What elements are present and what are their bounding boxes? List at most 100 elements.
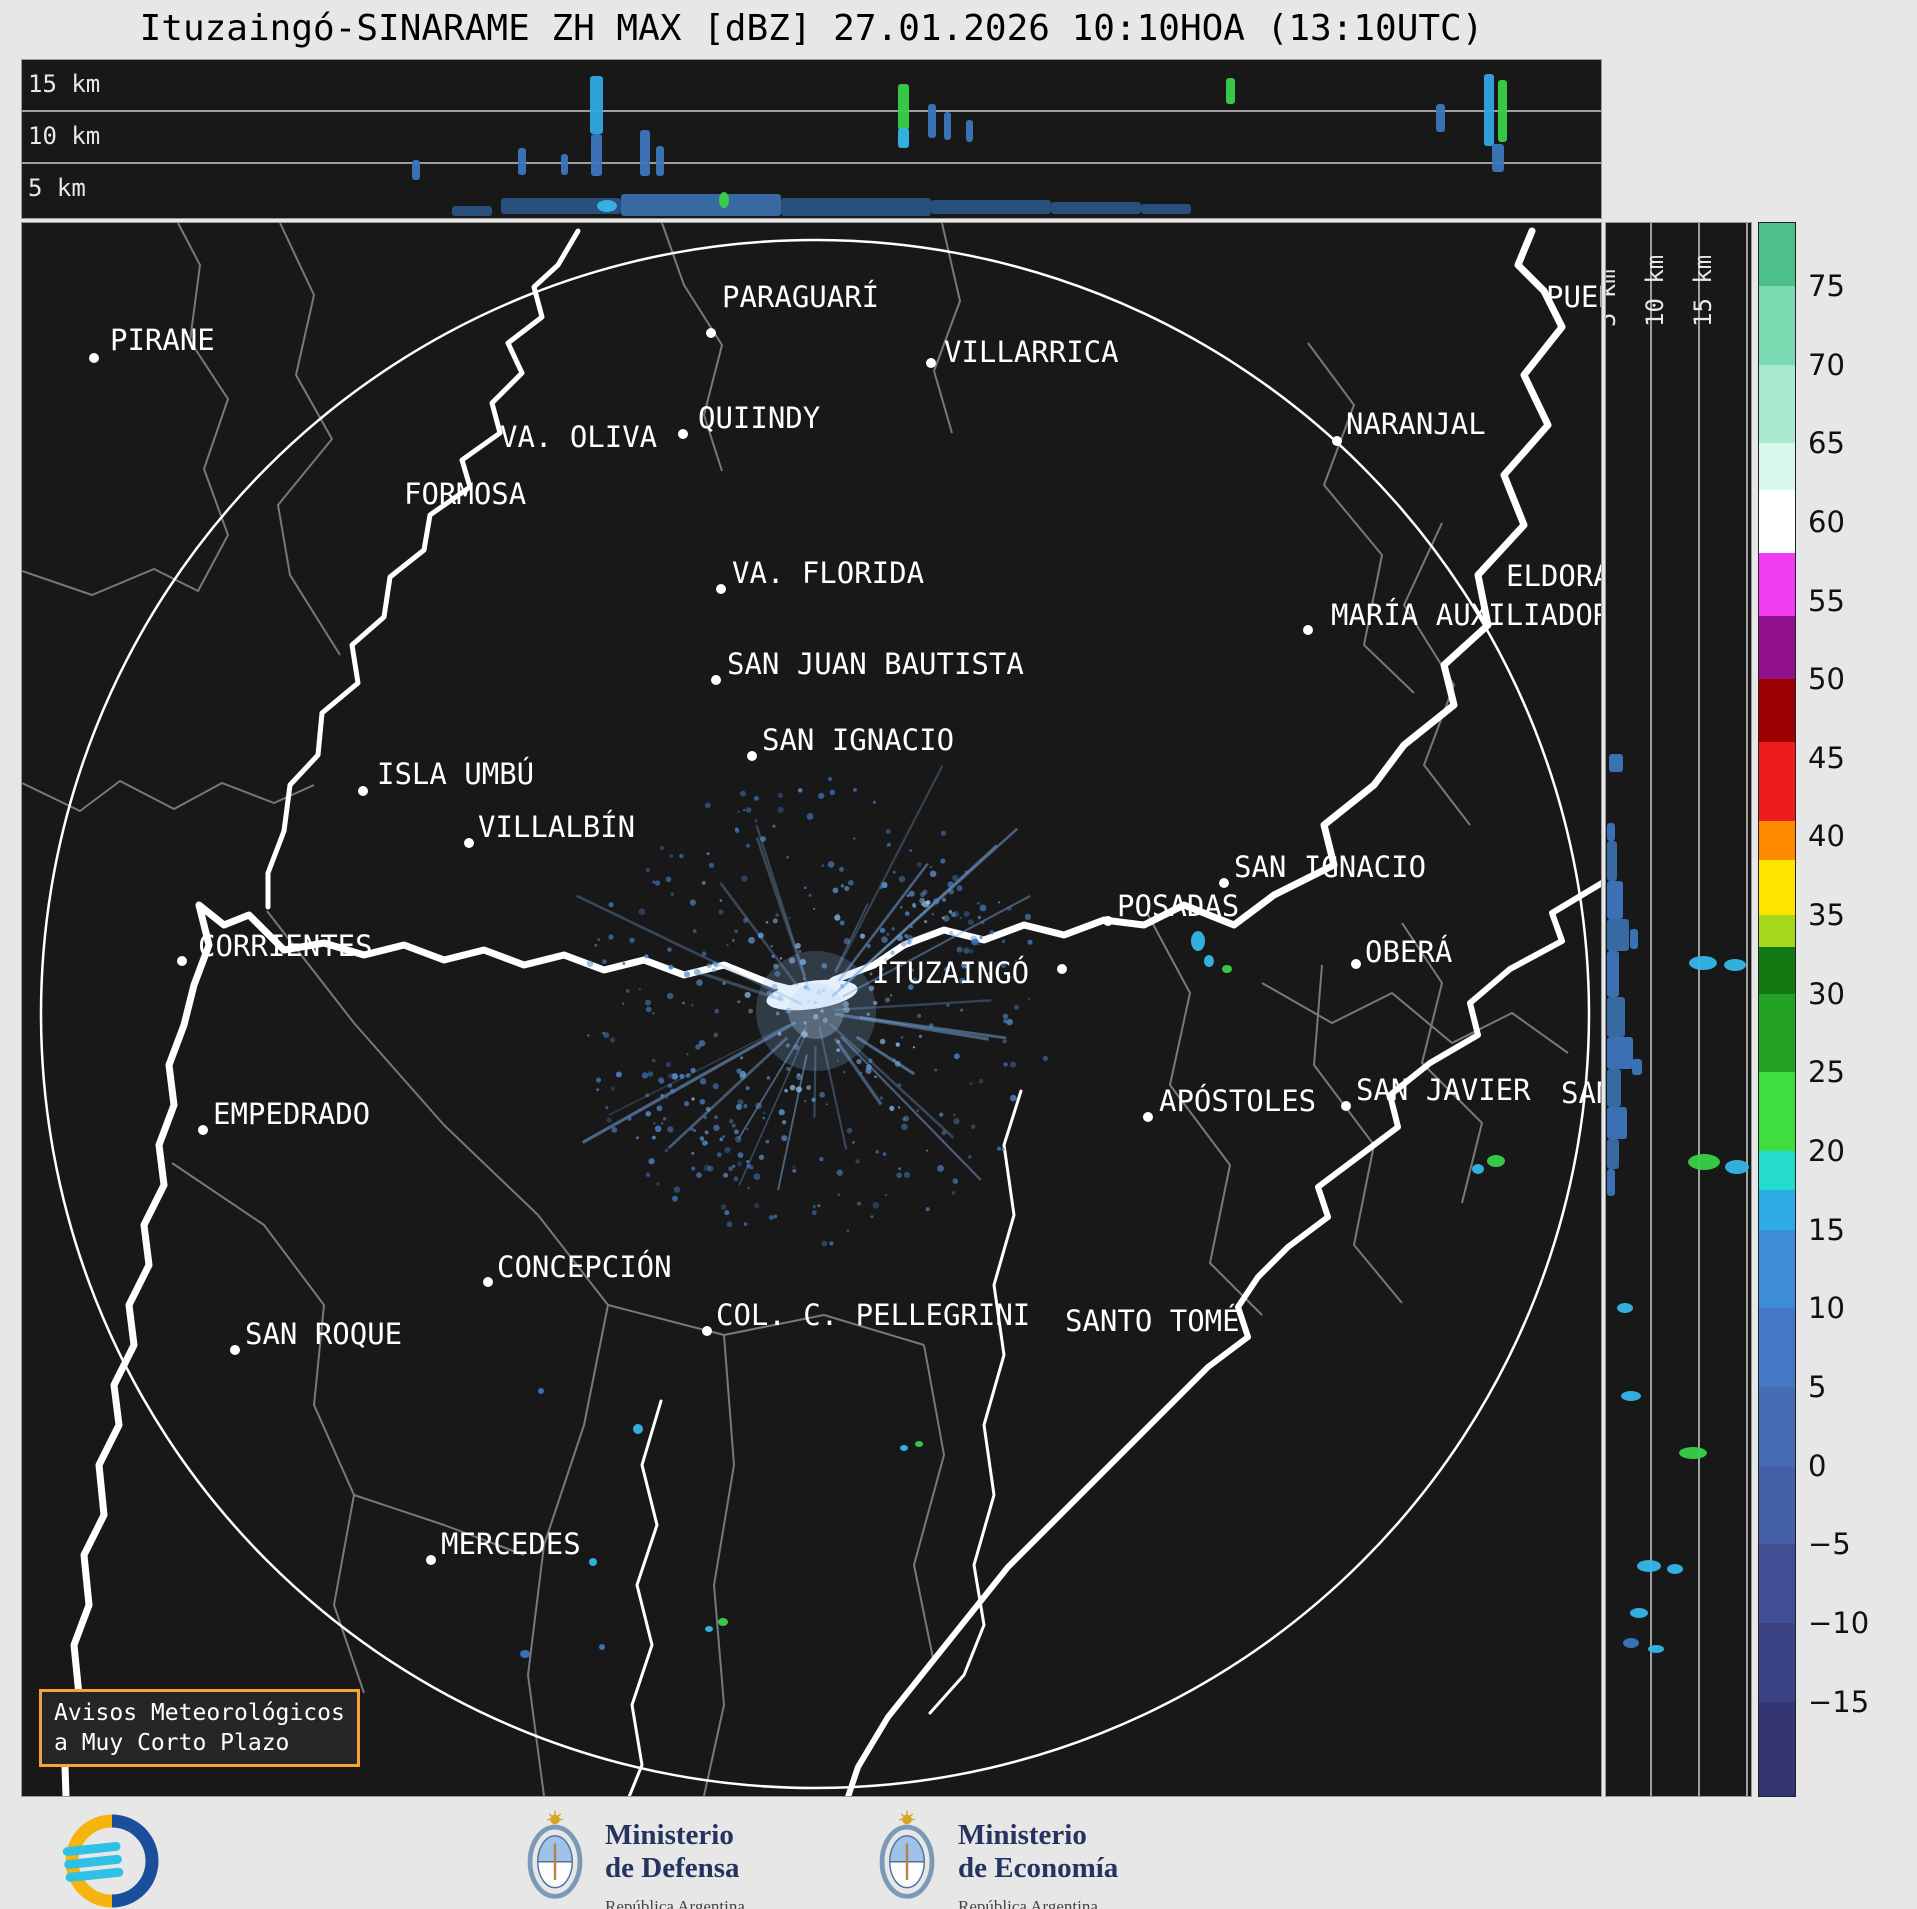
- colorbar-band: [1759, 223, 1795, 286]
- defensa-line-2: de Defensa: [605, 1852, 740, 1884]
- defensa-coat-of-arms: [527, 1810, 583, 1899]
- colorbar-band: [1759, 860, 1795, 916]
- colorbar-band: [1759, 1229, 1795, 1309]
- defensa-wordmark: Ministerio de Defensa República Argentin…: [605, 1819, 745, 1909]
- colorbar-tick: 55: [1808, 583, 1845, 618]
- city-label: VA. FLORIDA: [732, 556, 925, 590]
- economia-line-2: de Economía: [958, 1852, 1119, 1884]
- colorbar-tick: 60: [1808, 504, 1845, 539]
- city-label: NARANJAL: [1346, 407, 1486, 441]
- map-panel: PIRANE PARAGUARÍ VILLARRICA QUIINDY VA. OLIV…: [21, 222, 1602, 1797]
- city-label: MERCEDES: [441, 1527, 581, 1561]
- altitude-label-15km: 15 km: [28, 70, 101, 98]
- side-altitude-label-15km: 15 km: [1689, 254, 1717, 327]
- city-label: ISLA UMBÚ: [377, 757, 535, 791]
- colorbar-tick: 30: [1808, 976, 1845, 1011]
- city-label: SAN JUAN BAUTISTA: [727, 647, 1024, 681]
- river-aguapey: [928, 1089, 1023, 1715]
- colorbar-tick: 35: [1808, 898, 1845, 933]
- top-profile-plot: [22, 74, 1601, 216]
- colorbar-tick: −10: [1808, 1605, 1870, 1640]
- footer: Servicio Meteorológico Nacional Argentin…: [0, 1797, 1917, 1909]
- city-label: POSADAS: [1117, 889, 1240, 923]
- city-label: SAN: [1561, 1076, 1601, 1110]
- colorbar-band: [1759, 1151, 1795, 1191]
- colorbar-band: [1759, 1622, 1795, 1702]
- colorbar-band: [1759, 1308, 1795, 1387]
- side-profile-plot: [1607, 223, 1749, 1796]
- city-label: APÓSTOLES: [1159, 1084, 1317, 1118]
- defensa-line-1: Ministerio: [605, 1819, 734, 1851]
- colorbar-tick: 25: [1808, 1055, 1845, 1090]
- warning-line-1: Avisos Meteorológicos: [54, 1700, 345, 1726]
- scattered-echoes: [520, 931, 1505, 1658]
- colorbar-band: [1759, 1387, 1795, 1466]
- city-label: SANTO TOMÉ: [1065, 1304, 1240, 1338]
- warning-line-2: a Muy Corto Plazo: [54, 1730, 290, 1756]
- city-label: PIRANE: [110, 323, 215, 357]
- city-label: MARÍA AUXILIADORA: [1331, 598, 1602, 632]
- rivers: [60, 227, 1601, 1796]
- city-label: SAN IGNACIO: [1234, 850, 1427, 884]
- city-label: SAN IGNACIO: [762, 723, 955, 757]
- admin-borders: [22, 223, 1569, 1796]
- colorbar-tick: −5: [1808, 1527, 1851, 1562]
- city-label: SAN ROQUE: [245, 1317, 403, 1351]
- altitude-label-10km: 10 km: [28, 122, 101, 150]
- city-label: PUERTO: [1546, 280, 1601, 314]
- city-label: FORMOSA: [404, 477, 527, 511]
- colorbar-tick: 10: [1808, 1291, 1845, 1326]
- colorbar-tick: 70: [1808, 347, 1845, 382]
- colorbar-band: [1759, 993, 1795, 1073]
- colorbar-band: [1759, 742, 1795, 821]
- side-altitude-label-10km: 10 km: [1641, 254, 1669, 327]
- river-mirinay: [627, 1399, 663, 1796]
- city-label: ITUZAINGÓ: [872, 956, 1030, 990]
- city-label: SAN JAVIER: [1356, 1073, 1531, 1107]
- economia-line-3: República Argentina: [958, 1897, 1098, 1909]
- city-label: OBERÁ: [1365, 935, 1453, 969]
- economia-wordmark: Ministerio de Economía República Argenti…: [958, 1819, 1118, 1909]
- colorbar-band: [1759, 946, 1795, 994]
- colorbar-band: [1759, 915, 1795, 947]
- colorbar-tick: 50: [1808, 662, 1845, 697]
- city-dots: [89, 328, 1361, 1565]
- colorbar-band: [1759, 1465, 1795, 1545]
- colorbar-tick: 65: [1808, 426, 1845, 461]
- city-label: VILLALBÍN: [478, 810, 636, 844]
- colorbar-band: [1759, 1190, 1795, 1230]
- colorbar-band: [1759, 1544, 1795, 1623]
- radar-map: [22, 223, 1601, 1796]
- colorbar-band: [1759, 285, 1795, 365]
- city-label: VA. OLIVA: [500, 420, 658, 454]
- dbz-colorbar: [1758, 222, 1796, 1797]
- colorbar-tick: 45: [1808, 740, 1845, 775]
- colorbar-tick: 15: [1808, 1212, 1845, 1247]
- economia-coat-of-arms: [879, 1810, 935, 1899]
- colorbar-band: [1759, 820, 1795, 861]
- top-altitude-profile: 15 km 10 km 5 km: [21, 59, 1602, 219]
- colorbar-tick: 40: [1808, 819, 1845, 854]
- economia-line-1: Ministerio: [958, 1819, 1087, 1851]
- side-profile-echoes: [1607, 754, 1749, 1653]
- city-label: EMPEDRADO: [213, 1097, 371, 1131]
- warning-badge[interactable]: Avisos Meteorológicos a Muy Corto Plazo: [39, 1689, 360, 1767]
- range-ring: [39, 238, 1591, 1790]
- river-paraguay: [265, 228, 581, 910]
- river-uruguay: [845, 880, 1601, 1796]
- radar-echo-starburst: [576, 765, 1049, 1247]
- top-profile-echoes: [412, 74, 1507, 216]
- colorbar-tick: 0: [1808, 1448, 1827, 1483]
- altitude-label-5km: 5 km: [28, 174, 86, 202]
- city-label: QUIINDY: [698, 401, 821, 435]
- colorbar-tick: 75: [1808, 268, 1845, 303]
- colorbar-tick: 5: [1808, 1370, 1827, 1405]
- page-title: Ituzaingó-SINARAME ZH MAX [dBZ] 27.01.20…: [139, 8, 1484, 49]
- colorbar-band: [1759, 490, 1795, 554]
- side-altitude-label-5km: 5 km: [1605, 269, 1621, 327]
- colorbar-tick: −15: [1808, 1684, 1870, 1719]
- colorbar-band: [1759, 1072, 1795, 1152]
- colorbar-band: [1759, 364, 1795, 444]
- city-label: COL. C. PELLEGRINI: [716, 1298, 1031, 1332]
